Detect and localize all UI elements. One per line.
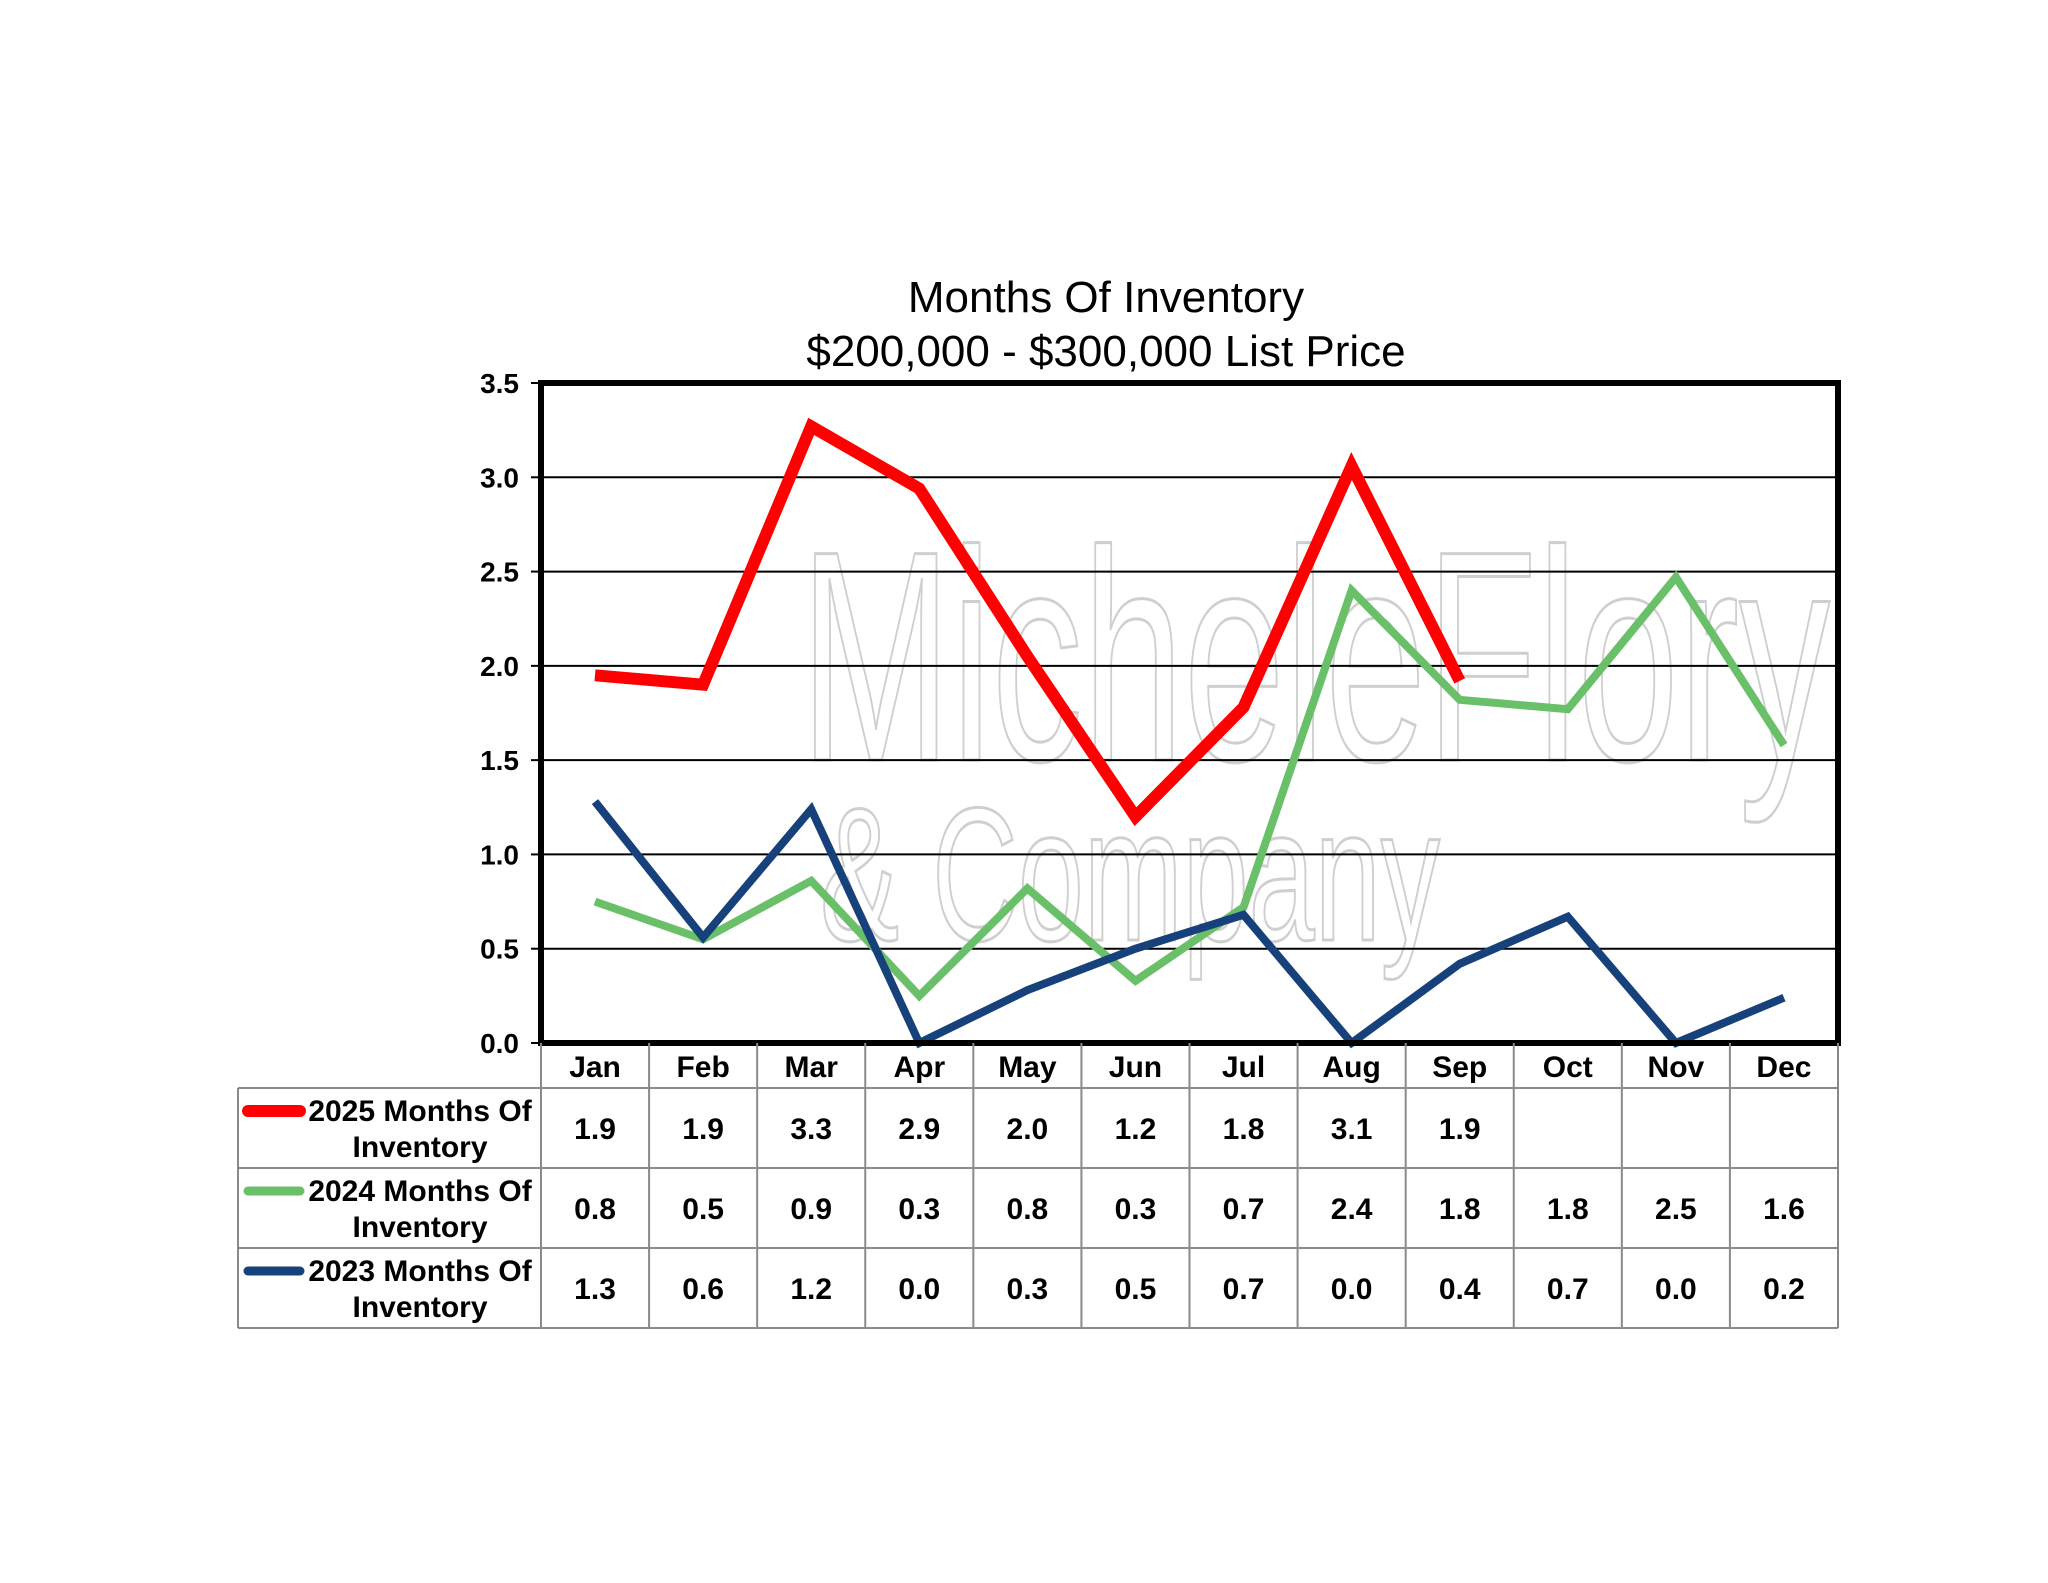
table-cell: 1.8 — [1547, 1193, 1589, 1226]
series-line-1 — [593, 570, 1788, 1002]
data-table: Jan Feb Mar Apr May Jun Jul Aug Sep Oct Nov Dec 2025… — [237, 1043, 1839, 1329]
table-cell: 0.3 — [898, 1193, 940, 1226]
series-line-0 — [594, 417, 1466, 827]
legend-label-0: 2025 Months Of Inventory — [308, 1095, 532, 1164]
table-cell: 2.9 — [898, 1113, 940, 1146]
series-line-2 — [591, 799, 1786, 1049]
chart-title: Months Of Inventory — [908, 273, 1304, 322]
table-cell: 0.6 — [682, 1273, 724, 1306]
table-cell: 1.6 — [1763, 1193, 1805, 1226]
table-cell: 0.9 — [790, 1193, 832, 1226]
table-cell: 0.5 — [682, 1193, 724, 1226]
chart-subtitle: $200,000 - $300,000 List Price — [806, 327, 1405, 376]
table-cell: 0.0 — [898, 1273, 940, 1306]
y-tick-label: 2.5 — [480, 557, 519, 588]
table-cell: 1.8 — [1223, 1113, 1265, 1146]
table-cell: 3.3 — [790, 1113, 832, 1146]
table-cell: 1.2 — [1115, 1113, 1157, 1146]
table-cell: 0.4 — [1439, 1273, 1481, 1306]
x-tick-label: Apr — [893, 1051, 945, 1084]
table-cell: 0.0 — [1331, 1273, 1373, 1306]
x-tick-label: May — [998, 1051, 1057, 1084]
x-tick-label: Mar — [785, 1051, 839, 1084]
x-tick-label: Oct — [1543, 1051, 1593, 1084]
table-cell: 0.2 — [1763, 1273, 1805, 1306]
y-tick-label: 0.5 — [480, 934, 519, 965]
table-cell: 1.2 — [790, 1273, 832, 1306]
y-tick-label: 3.0 — [480, 462, 519, 493]
y-tick-label: 1.5 — [480, 745, 519, 776]
table-cell: 2.4 — [1331, 1193, 1373, 1226]
table-cell: 0.8 — [574, 1193, 616, 1226]
table-cell: 3.1 — [1331, 1113, 1373, 1146]
legend-label-1: 2024 Months Of Inventory — [308, 1175, 532, 1244]
table-cell: 1.9 — [682, 1113, 724, 1146]
y-tick-label: 0.0 — [480, 1028, 519, 1059]
table-cell: 0.7 — [1223, 1273, 1265, 1306]
table-cell: 0.7 — [1547, 1273, 1589, 1306]
legend-label-2: 2023 Months Of Inventory — [308, 1255, 532, 1324]
y-tick-label: 3.5 — [480, 368, 519, 399]
table-cell: 0.3 — [1115, 1193, 1157, 1226]
series-lines — [591, 417, 1788, 1049]
table-cell: 1.9 — [574, 1113, 616, 1146]
table-cell: 0.0 — [1655, 1273, 1697, 1306]
y-axis: 0.0 0.5 1.0 1.5 2.0 2.5 3.0 3.5 — [480, 368, 541, 1059]
y-tick-label: 1.0 — [480, 839, 519, 870]
x-tick-label: Nov — [1648, 1051, 1705, 1084]
y-tick-label: 2.0 — [480, 651, 519, 682]
x-tick-label: Sep — [1432, 1051, 1487, 1084]
x-tick-label: Feb — [676, 1051, 729, 1084]
table-cell: 1.3 — [574, 1273, 616, 1306]
table-cell: 0.8 — [1007, 1193, 1049, 1226]
table-cell: 0.3 — [1007, 1273, 1049, 1306]
table-cell: 2.0 — [1007, 1113, 1049, 1146]
x-tick-label: Dec — [1756, 1051, 1811, 1084]
table-cell: 0.5 — [1115, 1273, 1157, 1306]
x-tick-label: Aug — [1322, 1051, 1380, 1084]
x-tick-label: Jan — [569, 1051, 621, 1084]
table-cell: 0.7 — [1223, 1193, 1265, 1226]
table-cell: 1.9 — [1439, 1113, 1481, 1146]
x-tick-label: Jun — [1109, 1051, 1162, 1084]
table-cell: 2.5 — [1655, 1193, 1697, 1226]
x-tick-label: Jul — [1222, 1051, 1265, 1084]
table-cell: 1.8 — [1439, 1193, 1481, 1226]
